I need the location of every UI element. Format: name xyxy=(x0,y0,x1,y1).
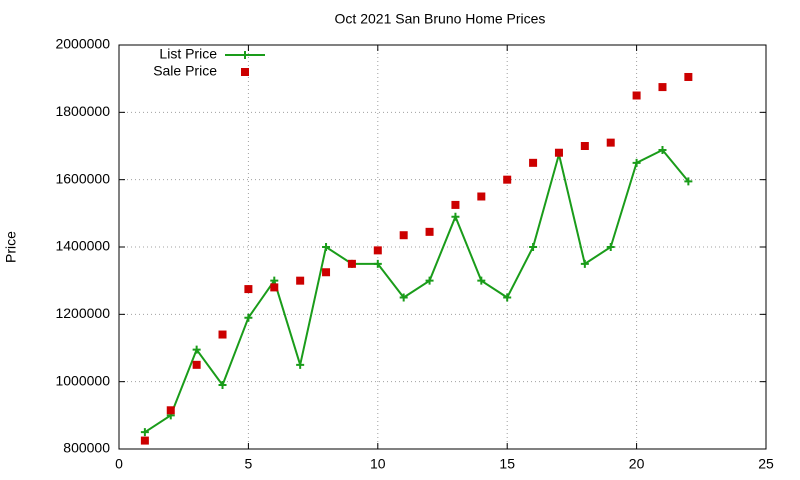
legend-marker xyxy=(241,68,249,76)
x-tick-label: 25 xyxy=(758,456,774,472)
data-point xyxy=(503,293,512,302)
data-point xyxy=(632,158,641,167)
data-point xyxy=(296,276,305,285)
x-tick-label: 0 xyxy=(115,456,123,472)
data-point xyxy=(451,212,460,221)
data-point xyxy=(140,428,149,437)
y-tick-label: 1400000 xyxy=(55,238,110,254)
data-point xyxy=(503,175,512,184)
y-tick-label: 1800000 xyxy=(55,103,110,119)
data-point xyxy=(425,227,434,236)
data-point xyxy=(399,231,408,240)
data-point xyxy=(166,406,175,415)
data-point xyxy=(140,436,149,445)
chart-title: Oct 2021 San Bruno Home Prices xyxy=(335,11,546,27)
data-point xyxy=(684,177,693,186)
data-point xyxy=(244,285,253,294)
y-tick-label: 1200000 xyxy=(55,305,110,321)
data-point xyxy=(658,83,667,92)
data-point xyxy=(192,360,201,369)
data-point xyxy=(529,243,538,251)
data-point xyxy=(632,91,641,100)
data-point xyxy=(322,243,331,251)
data-point xyxy=(658,146,667,155)
data-point xyxy=(373,246,382,255)
x-tick-label: 15 xyxy=(499,456,515,472)
data-point xyxy=(477,192,486,201)
series-line xyxy=(144,148,690,434)
data-point xyxy=(322,268,331,277)
data-point xyxy=(218,330,227,339)
data-point xyxy=(606,243,615,251)
data-point xyxy=(580,142,589,150)
data-point xyxy=(580,259,589,268)
data-point xyxy=(192,345,201,354)
data-point xyxy=(529,158,538,167)
data-point xyxy=(270,283,279,292)
x-tick-label: 5 xyxy=(245,456,253,472)
data-point xyxy=(218,381,227,390)
data-point xyxy=(270,276,279,285)
data-point xyxy=(684,72,693,81)
data-point xyxy=(399,293,408,302)
data-point xyxy=(373,259,382,268)
legend-label: Sale Price xyxy=(153,63,217,79)
data-point xyxy=(451,200,460,209)
data-point xyxy=(347,259,356,268)
legend-label: List Price xyxy=(159,46,217,62)
data-point xyxy=(477,276,486,285)
y-tick-label: 1600000 xyxy=(55,170,110,186)
y-tick-label: 800000 xyxy=(63,440,110,456)
y-tick-label: 1000000 xyxy=(55,372,110,388)
data-point xyxy=(244,313,253,322)
x-tick-label: 10 xyxy=(370,456,386,472)
data-point xyxy=(425,276,434,285)
y-axis-label: Price xyxy=(3,231,19,263)
data-point xyxy=(554,148,563,157)
y-tick-label: 2000000 xyxy=(55,36,110,52)
data-point xyxy=(606,138,615,147)
data-point xyxy=(296,360,305,369)
legend-marker xyxy=(241,51,249,59)
x-tick-label: 20 xyxy=(629,456,645,472)
